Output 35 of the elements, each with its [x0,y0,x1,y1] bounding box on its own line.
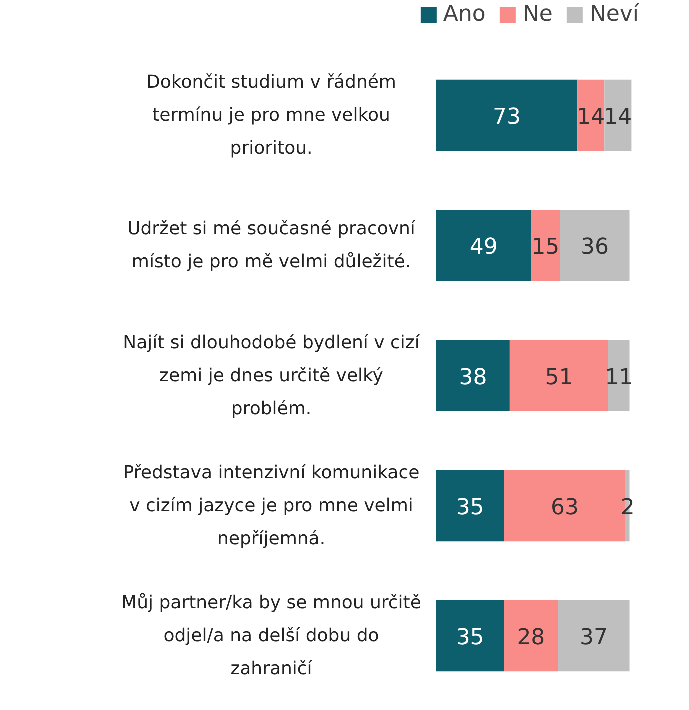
bar [604,80,632,152]
y-tick-label: Můj partner/ka by se mnou určitě odjel/a na delší dobu do zahraničí [122,592,422,680]
data-label: 49 [470,235,498,260]
bar [558,600,630,672]
data-label: 35 [456,625,484,650]
y-tick-label: Představa intenzivní komunikace v cizím jazyce je pro mne velmi nepříjemná. [123,462,420,550]
data-label: 63 [551,495,580,520]
y-tick-label: Dokončit studium v řádném termínu je pro mne velkou prioritou. [146,72,396,160]
bar [436,340,510,412]
data-label: 11 [605,365,634,390]
bar [531,210,560,282]
legend-label: Ne [522,2,553,27]
data-label: 15 [532,235,560,260]
data-label: 73 [493,105,522,130]
bar [560,210,630,282]
bar [436,210,532,282]
bar [578,80,605,152]
data-label: 14 [604,105,632,130]
data-label: 28 [517,625,546,650]
bar [436,600,504,672]
bar [510,340,608,412]
data-label: 35 [456,495,484,520]
legend-label: Ano [443,2,486,27]
data-label: 37 [580,625,608,650]
data-label: 14 [577,105,606,130]
bar [436,470,504,542]
bar [436,80,578,152]
data-label: 36 [580,235,609,260]
data-label: 38 [459,365,488,390]
data-label: 2 [620,495,635,520]
data-label: 51 [545,365,574,390]
y-tick-label: Udržet si mé současné pracovní místo je pro mě velmi důležité. [128,218,416,273]
bar [504,600,558,672]
y-tick-label: Najít si dlouhodobé bydlení v cizí zemi je dnes určitě velký problém. [123,332,421,420]
bar [608,340,630,412]
